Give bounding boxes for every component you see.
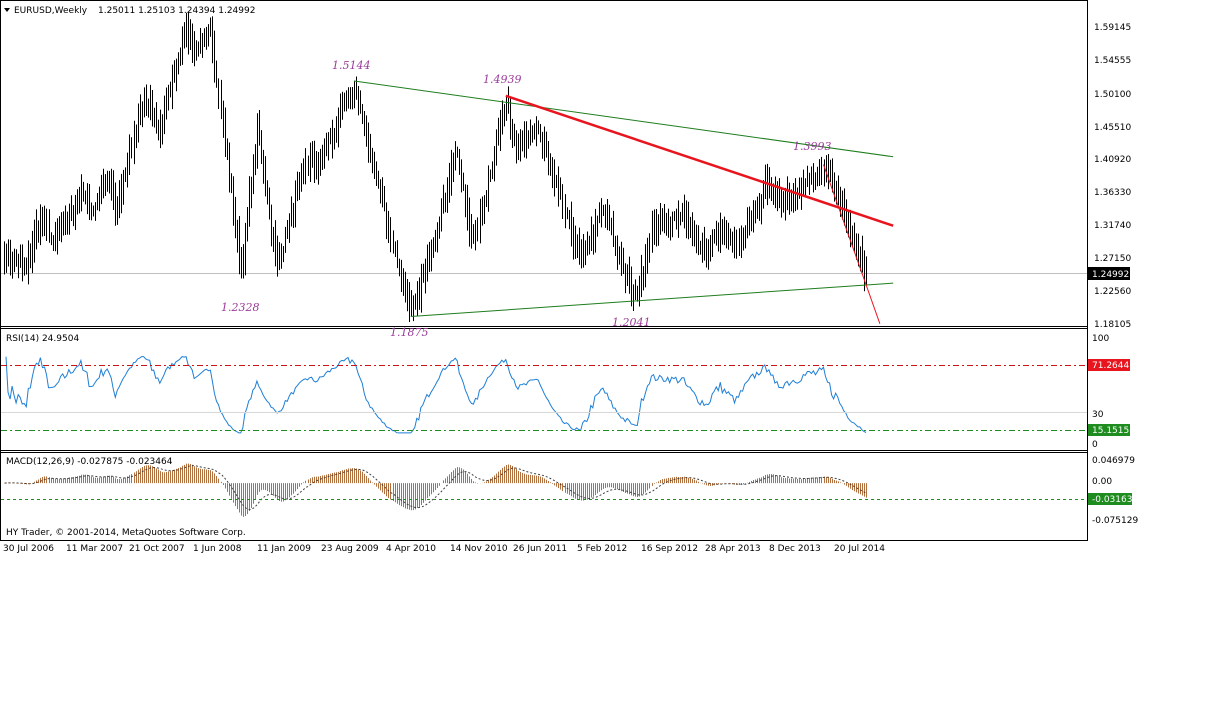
annotation-high: 1.5144 xyxy=(332,59,371,72)
time-tick: 26 Jun 2011 xyxy=(513,544,567,554)
price-tick: 1.40920 xyxy=(1094,155,1131,165)
rsi-tick: 30 xyxy=(1092,410,1104,420)
time-tick: 11 Mar 2007 xyxy=(66,544,123,554)
green-trendline xyxy=(353,80,894,158)
copyright-text: HY Trader, © 2001-2014, MetaQuotes Softw… xyxy=(6,528,246,538)
time-tick: 30 Jul 2006 xyxy=(3,544,54,554)
time-tick: 21 Oct 2007 xyxy=(129,544,185,554)
time-axis: 30 Jul 2006 11 Mar 2007 21 Oct 2007 1 Ju… xyxy=(3,544,885,554)
rsi-high-tag: 71.2644 xyxy=(1092,361,1129,371)
price-tick: 1.31740 xyxy=(1094,221,1131,231)
annotation-low: 1.1875 xyxy=(390,326,429,339)
macd-series xyxy=(4,463,867,517)
current-price-tag-text: 1.24992 xyxy=(1092,270,1129,280)
time-tick: 4 Apr 2010 xyxy=(386,544,436,554)
annotation-high: 1.3993 xyxy=(793,140,832,153)
time-tick: 16 Sep 2012 xyxy=(641,544,698,554)
green-trendline xyxy=(410,282,894,318)
price-tick: 1.27150 xyxy=(1094,254,1131,264)
red-trendline xyxy=(823,164,881,324)
price-tick: 1.45510 xyxy=(1094,123,1131,133)
macd-tick: 0.00 xyxy=(1092,477,1112,487)
macd-title: MACD(12,26,9) -0.027875 -0.023464 xyxy=(6,457,173,467)
rsi-low-tag: 15.1515 xyxy=(1092,426,1129,436)
trendlines[interactable] xyxy=(353,80,894,324)
price-tick: 1.50100 xyxy=(1094,90,1131,100)
time-tick: 11 Jan 2009 xyxy=(257,544,311,554)
time-tick: 28 Apr 2013 xyxy=(705,544,761,554)
price-tick: 1.54555 xyxy=(1094,56,1131,66)
dropdown-triangle-icon[interactable] xyxy=(4,8,10,12)
macd-signal-tag-bg xyxy=(1088,493,1132,505)
price-tick: 1.22560 xyxy=(1094,287,1131,297)
ohlc-values: 1.25011 1.25103 1.24394 1.24992 xyxy=(98,6,255,16)
current-price-tag-bg xyxy=(1088,267,1130,280)
price-tick: 1.18105 xyxy=(1094,320,1131,330)
rsi-tick: 100 xyxy=(1092,334,1109,344)
time-tick: 8 Dec 2013 xyxy=(769,544,821,554)
annotation-low: 1.2328 xyxy=(221,301,260,314)
symbol-label: EURUSD,Weekly xyxy=(14,6,88,16)
macd-signal-tag: -0.03163 xyxy=(1092,495,1132,505)
annotation-high: 1.4939 xyxy=(483,73,522,86)
time-tick: 5 Feb 2012 xyxy=(577,544,627,554)
macd-signal-line xyxy=(4,465,867,511)
macd-tick: 0.046979 xyxy=(1092,456,1135,466)
macd-tick: -0.075129 xyxy=(1092,516,1138,526)
time-tick: 20 Jul 2014 xyxy=(834,544,885,554)
price-tick: 1.59145 xyxy=(1094,23,1131,33)
price-axis: 1.59145 1.54555 1.50100 1.45510 1.40920 … xyxy=(1094,23,1131,330)
rsi-title: RSI(14) 24.9504 xyxy=(6,334,79,344)
rsi-high-tag-bg xyxy=(1088,359,1130,371)
red-trendline xyxy=(505,94,894,227)
current-price-tag: 1.24992 xyxy=(1088,267,1130,280)
annotation-low: 1.2041 xyxy=(612,316,651,329)
time-tick: 23 Aug 2009 xyxy=(321,544,379,554)
time-tick: 1 Jun 2008 xyxy=(193,544,242,554)
rsi-tick: 0 xyxy=(1092,440,1098,450)
rsi-line xyxy=(5,355,867,434)
price-tick: 1.36330 xyxy=(1094,188,1131,198)
time-tick: 14 Nov 2010 xyxy=(450,544,508,554)
ohlc-bars xyxy=(4,11,867,323)
rsi-series xyxy=(5,355,867,434)
rsi-low-tag-bg xyxy=(1088,424,1130,436)
